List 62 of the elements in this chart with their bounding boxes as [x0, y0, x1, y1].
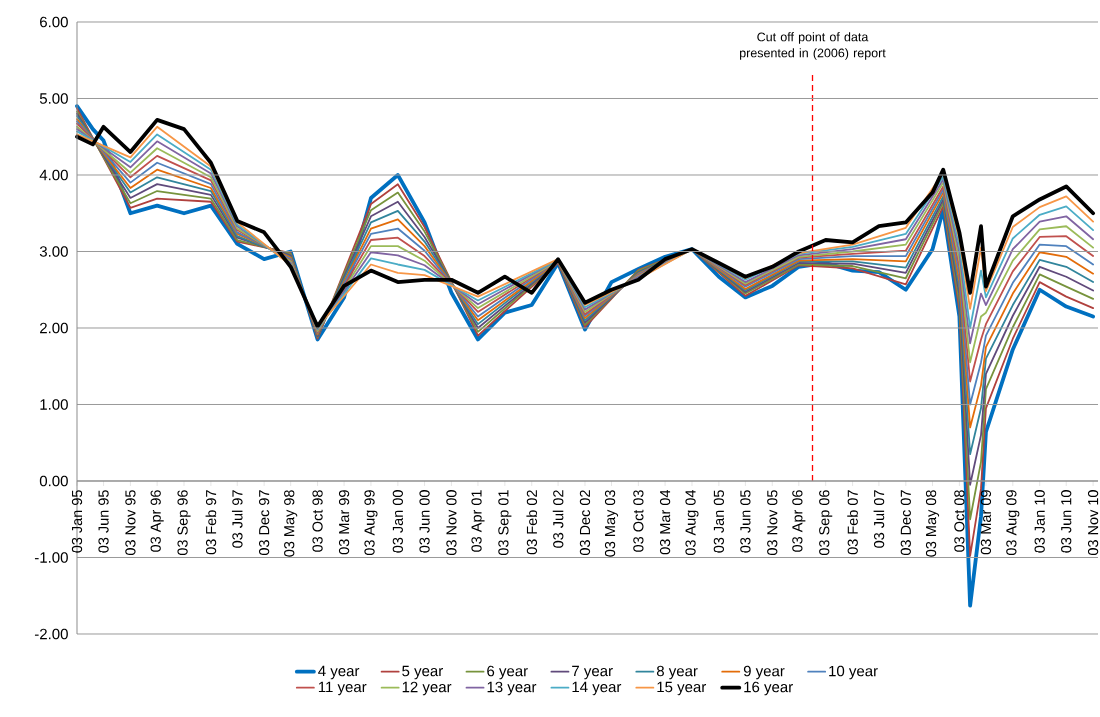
ref-line-label: Cut off point of data presented in (2006) report	[740, 32, 886, 60]
x-tick-label: 03 Nov 10	[1087, 490, 1099, 556]
legend-label: 9 year	[743, 665, 785, 680]
x-tick-label: 03 Jul 97	[231, 490, 243, 548]
x-tick-label: 03 Jul 07	[873, 490, 885, 548]
y-tick-label: 3.00	[39, 246, 68, 257]
y-tick-label: 6.00	[40, 16, 68, 28]
legend-label: 12 year	[402, 681, 452, 696]
x-tick-label: 03 Jun 95	[98, 490, 109, 553]
x-tick-label: 03 Apr 01	[471, 490, 485, 552]
legend-label: 13 year	[487, 681, 537, 696]
x-tick-label: 03 Mar 09	[980, 490, 992, 555]
x-tick-label: 03 Sep 96	[177, 490, 191, 556]
x-tick-label: 03 Nov 00	[446, 490, 457, 556]
x-tick-label: 03 Jun 05	[740, 490, 751, 553]
x-tick-label: 03 Jul 02	[552, 490, 564, 548]
x-tick-label: 03 Jan 10	[1034, 490, 1045, 553]
legend-label: 6 year	[487, 665, 528, 680]
x-tick-label: 03 May 08	[925, 490, 940, 557]
x-tick-label: 03 Jan 00	[392, 490, 403, 553]
y-tick-label: 4.00	[39, 169, 68, 181]
x-tick-label: 03 Jun 10	[1061, 490, 1072, 553]
x-tick-label: 03 Jun 00	[419, 490, 430, 553]
x-tick-label: 03 Aug 09	[1006, 490, 1020, 556]
y-tick-label: -1.00	[34, 552, 68, 563]
legend-label: 7 year	[572, 665, 613, 680]
x-tick-label: 03 Nov 05	[767, 490, 778, 556]
x-tick-label: 03 Feb 02	[526, 490, 538, 555]
x-tick-label: 03 Oct 98	[312, 490, 323, 552]
x-tick-label: 03 Jan 95	[71, 490, 83, 553]
y-tick-label: 1.00	[40, 399, 68, 410]
x-tick-label: 03 Aug 99	[364, 490, 378, 556]
x-tick-label: 03 Apr 06	[792, 490, 806, 552]
x-tick-label: 03 Jan 05	[713, 490, 724, 553]
x-tick-label: 03 Dec 07	[900, 490, 911, 556]
legend-label: 8 year	[656, 665, 698, 680]
x-tick-label: 03 Oct 03	[633, 490, 644, 552]
y-tick-label: 5.00	[39, 93, 68, 104]
x-tick-label: 03 Mar 04	[659, 489, 671, 555]
x-tick-label: 03 May 03	[604, 490, 619, 557]
x-tick-label: 03 Sep 01	[498, 490, 512, 556]
legend-label: 15 year	[657, 681, 707, 696]
legend-label: 4 year	[318, 665, 360, 680]
x-tick-label: 03 Sep 06	[819, 490, 833, 556]
legend-label: 14 year	[572, 681, 622, 696]
x-tick-label: 03 Aug 04	[685, 489, 699, 556]
y-tick-label: -2.00	[34, 628, 68, 640]
legend-label: 16 year	[744, 681, 793, 696]
legend-label: 11 year	[318, 681, 367, 696]
y-tick-label: 0.00	[39, 475, 68, 487]
legend-label: 10 year	[829, 665, 878, 680]
x-tick-label: 03 Nov 95	[125, 490, 136, 556]
x-tick-label: 03 Dec 02	[579, 490, 591, 556]
x-tick-label: 03 Feb 97	[205, 490, 217, 555]
x-tick-label: 03 Dec 97	[258, 490, 270, 556]
x-tick-label: 03 Feb 07	[847, 490, 858, 555]
x-tick-label: 03 May 98	[284, 490, 298, 557]
x-tick-label: 03 Apr 96	[150, 490, 164, 552]
x-tick-label: 03 Oct 08	[954, 490, 965, 552]
legend-label: 5 year	[402, 665, 443, 680]
y-tick-label: 2.00	[40, 322, 68, 334]
x-tick-label: 03 Mar 99	[338, 490, 350, 555]
